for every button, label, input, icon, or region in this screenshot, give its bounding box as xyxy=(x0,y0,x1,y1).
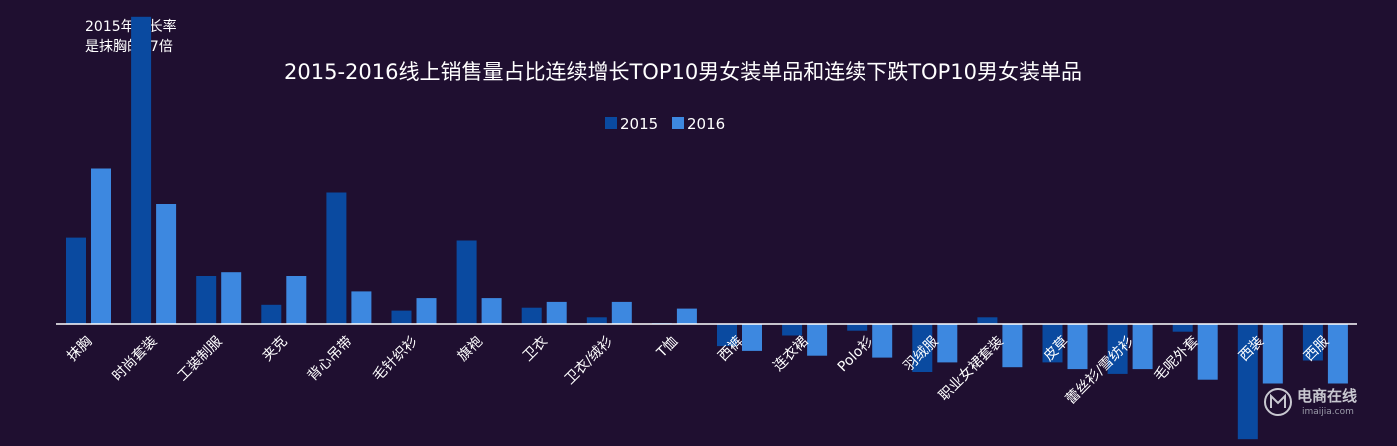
category-label: 抹胸 xyxy=(64,334,95,365)
bar-2016-13 xyxy=(937,324,958,363)
bar-2015-18 xyxy=(1237,324,1258,440)
bar-2015-7 xyxy=(521,307,542,324)
annotation-line-2: 是抹胸的47倍 xyxy=(85,39,173,55)
watermark: 电商在线 imaijia.com xyxy=(1264,387,1357,417)
category-label: 工装制服 xyxy=(175,334,226,385)
legend-label-2015: 2015 xyxy=(620,115,658,133)
bar-2016-9 xyxy=(676,308,697,324)
watermark-subtext: imaijia.com xyxy=(1302,407,1354,417)
bar-2015-1 xyxy=(131,16,152,325)
category-label: 卫衣 xyxy=(520,334,551,365)
category-label: 背心吊带 xyxy=(305,334,356,385)
bar-2015-3 xyxy=(261,304,282,324)
bar-2015-12 xyxy=(847,324,868,331)
bar-2016-18 xyxy=(1262,324,1283,384)
bar-2016-1 xyxy=(156,204,177,324)
bar-2015-10 xyxy=(717,324,737,347)
bar-2016-4 xyxy=(351,291,372,324)
bars xyxy=(66,16,1348,440)
chart-title: 2015-2016线上销售量占比连续增长TOP10男女装单品和连续下跌TOP10… xyxy=(284,60,1082,84)
bar-2015-4 xyxy=(326,192,347,324)
bar-2015-17 xyxy=(1172,324,1193,332)
bar-2016-16 xyxy=(1132,324,1153,370)
bar-2015-6 xyxy=(456,240,477,324)
bar-2016-14 xyxy=(1002,324,1023,368)
bar-2015-19 xyxy=(1302,324,1323,361)
category-label: Polo衫 xyxy=(835,334,877,376)
watermark-logo-mark xyxy=(1270,393,1286,408)
bar-2016-12 xyxy=(872,324,893,358)
bar-2016-10 xyxy=(742,324,762,351)
bar-2015-8 xyxy=(586,317,607,324)
category-label: 夹克 xyxy=(260,334,291,365)
bar-2016-19 xyxy=(1327,324,1348,384)
bar-2016-8 xyxy=(611,301,632,324)
bar-2016-7 xyxy=(546,301,567,324)
watermark-text: 电商在线 xyxy=(1297,387,1357,405)
bar-2015-13 xyxy=(912,324,933,372)
bar-2016-0 xyxy=(91,168,111,324)
watermark-logo-icon xyxy=(1264,388,1292,416)
legend-label-2016: 2016 xyxy=(687,115,725,133)
bar-2016-17 xyxy=(1197,324,1218,380)
legend-swatch-2015 xyxy=(605,117,617,129)
bar-2015-16 xyxy=(1107,324,1128,374)
bar-2016-3 xyxy=(286,276,307,324)
category-label: 卫衣/绒衫 xyxy=(562,334,616,388)
annotation-line-1: 2015年增长率 xyxy=(85,18,177,35)
category-label: 毛针织衫 xyxy=(370,334,421,385)
bar-2016-11 xyxy=(807,324,828,356)
bar-2015-15 xyxy=(1042,324,1063,363)
bar-2015-11 xyxy=(782,324,803,336)
bar-2016-15 xyxy=(1067,324,1088,370)
bar-2016-2 xyxy=(221,272,242,324)
legend-swatch-2016 xyxy=(672,117,684,129)
bar-2015-14 xyxy=(977,317,998,324)
category-label: 时尚套装 xyxy=(110,334,161,385)
category-label: 毛呢外套 xyxy=(1151,334,1202,385)
category-label: 旗袍 xyxy=(455,334,486,365)
bar-2015-0 xyxy=(66,237,86,324)
legend: 2015 2016 xyxy=(605,115,725,133)
bar-2015-5 xyxy=(391,310,412,324)
bar-2016-5 xyxy=(416,298,437,324)
category-label: T恤 xyxy=(653,334,681,362)
bar-2015-2 xyxy=(196,276,217,324)
category-label: 连衣裙 xyxy=(770,334,811,375)
bar-2016-6 xyxy=(481,298,502,324)
